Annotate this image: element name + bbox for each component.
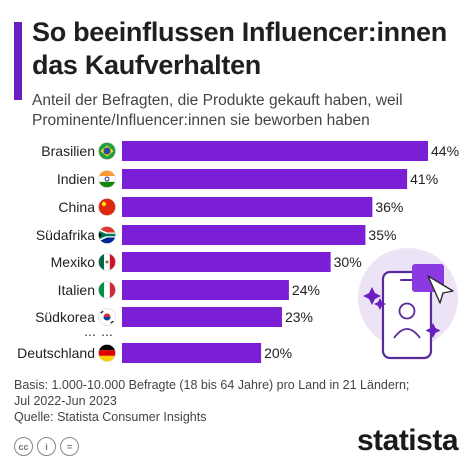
category-label: Südafrika [36, 227, 95, 243]
chart-subtitle: Anteil der Befragten, die Produkte gekau… [32, 92, 403, 129]
chart-title: So beeinflussen Influencer:innen das Kau… [32, 17, 447, 80]
category-label: Brasilien [41, 143, 95, 159]
bar-row: Mexiko 30% [51, 252, 362, 272]
bar-row: Südafrika 35% [36, 225, 396, 245]
category-label: Deutschland [17, 345, 95, 361]
value-label: 36% [375, 199, 403, 215]
basis-line-2: Jul 2022-Jun 2023 [14, 394, 117, 408]
flag-china-icon [98, 198, 116, 216]
ellipsis-flag: ... [101, 323, 113, 339]
info-icon[interactable]: i [37, 437, 56, 456]
chart-footer: Basis: 1.000-10.000 Befragte (18 bis 64 … [14, 377, 454, 425]
category-label: Mexiko [51, 254, 96, 270]
bar [122, 343, 262, 363]
flag-mexico-icon [98, 253, 116, 271]
value-label: 20% [264, 345, 292, 361]
bar [122, 307, 282, 327]
license-icons: cc i = [14, 437, 79, 456]
title-accent-bar [14, 22, 22, 100]
value-label: 23% [285, 309, 313, 325]
flag-south-africa-icon [98, 226, 116, 244]
ellipsis-label: ... [84, 323, 96, 339]
bar-row: Deutschland 20% [17, 343, 292, 363]
phone-influencer-illustration [358, 248, 458, 360]
basis-line-1: Basis: 1.000-10.000 Befragte (18 bis 64 … [14, 378, 410, 392]
category-label: Südkorea [35, 309, 95, 325]
bar-row: China 36% [58, 197, 403, 217]
bar-row: Südkorea 23% [35, 307, 313, 327]
cc-icon[interactable]: cc [14, 437, 33, 456]
bar-row: Indien 41% [57, 169, 438, 189]
flag-brazil-icon [98, 142, 116, 160]
flag-germany-icon [98, 344, 116, 362]
bar [122, 141, 428, 161]
category-label: Italien [58, 282, 95, 298]
bar-row: Italien 24% [58, 280, 320, 300]
equals-icon[interactable]: = [60, 437, 79, 456]
bar [122, 225, 366, 245]
value-label: 44% [431, 143, 459, 159]
bar [122, 197, 373, 217]
flag-south-korea-icon [98, 308, 116, 326]
source-note: Quelle: Statista Consumer Insights [14, 410, 207, 424]
category-label: Indien [57, 171, 95, 187]
basis-note: Basis: 1.000-10.000 Befragte (18 bis 64 … [14, 377, 454, 409]
value-label: 24% [292, 282, 320, 298]
bar [122, 280, 289, 300]
value-label: 35% [368, 227, 396, 243]
flag-italy-icon [98, 281, 116, 299]
category-label: China [58, 199, 95, 215]
bar-row: Brasilien 44% [41, 141, 459, 161]
value-label: 41% [410, 171, 438, 187]
statista-logo[interactable]: statista [356, 424, 459, 457]
value-label: 30% [334, 254, 362, 270]
flag-india-icon [98, 170, 116, 188]
bar [122, 169, 408, 189]
bar [122, 252, 331, 272]
